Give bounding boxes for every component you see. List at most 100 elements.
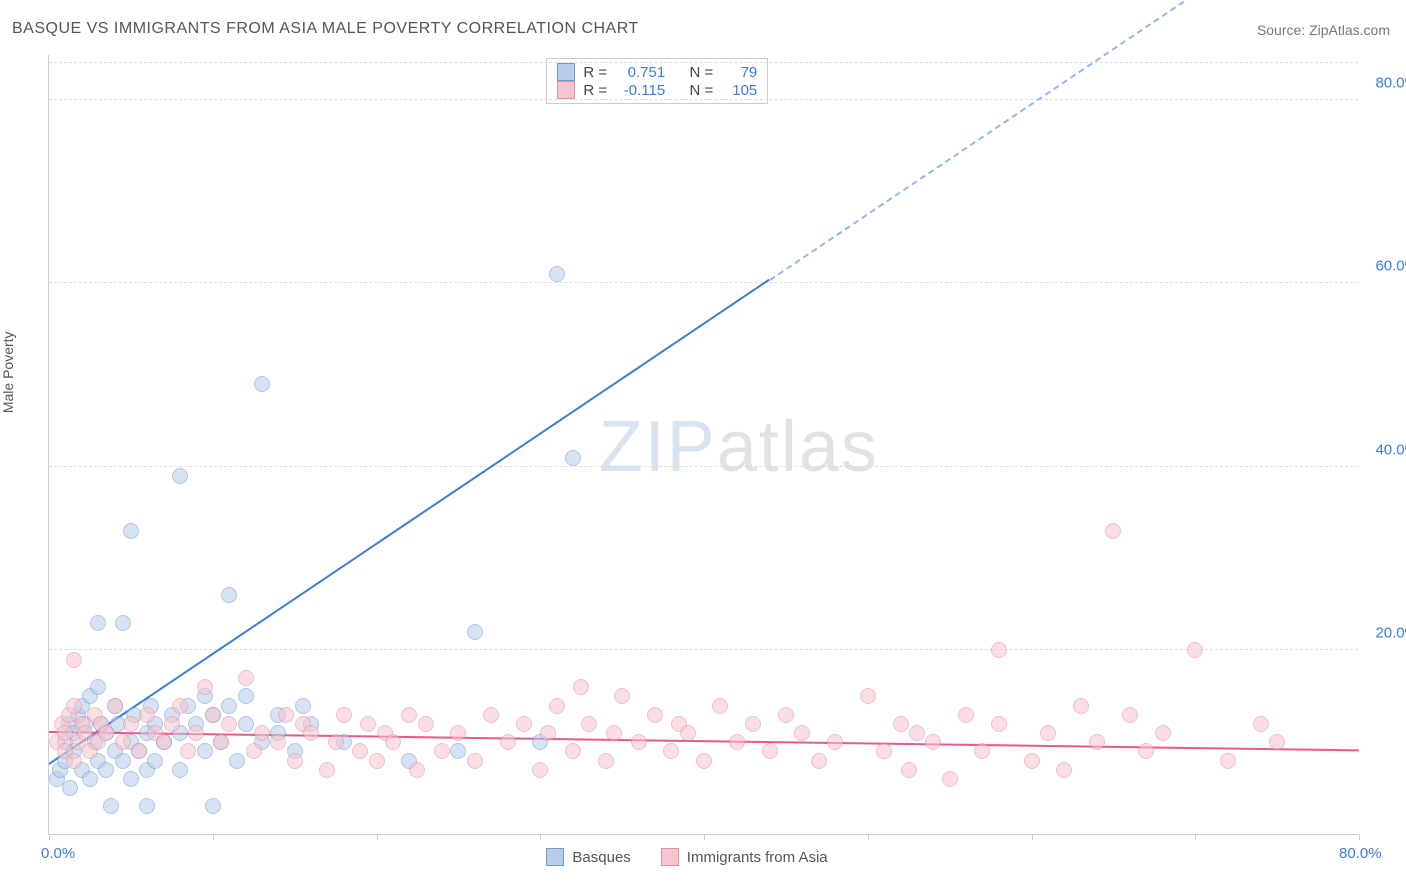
data-point — [369, 753, 385, 769]
data-point — [131, 743, 147, 759]
n-value: 79 — [721, 64, 757, 81]
legend-swatch — [546, 848, 564, 866]
trend-line — [48, 279, 770, 765]
data-point — [188, 725, 204, 741]
data-point — [1024, 753, 1040, 769]
data-point — [139, 798, 155, 814]
legend-item: Immigrants from Asia — [661, 848, 828, 866]
data-point — [107, 698, 123, 714]
data-point — [450, 743, 466, 759]
data-point — [483, 707, 499, 723]
r-label: R = — [583, 64, 607, 81]
n-label: N = — [690, 64, 714, 81]
data-point — [270, 734, 286, 750]
legend-label: Immigrants from Asia — [687, 849, 828, 866]
data-point — [147, 753, 163, 769]
data-point — [82, 771, 98, 787]
data-point — [467, 753, 483, 769]
data-point — [197, 679, 213, 695]
data-point — [450, 725, 466, 741]
data-point — [942, 771, 958, 787]
data-point — [1253, 716, 1269, 732]
data-point — [696, 753, 712, 769]
watermark: ZIPatlas — [599, 406, 879, 488]
r-value: -0.115 — [615, 82, 665, 99]
y-tick-label: 80.0% — [1375, 74, 1406, 91]
x-tick-label: 80.0% — [1339, 845, 1382, 862]
data-point — [278, 707, 294, 723]
x-tick — [704, 834, 705, 840]
data-point — [1187, 642, 1203, 658]
data-point — [1122, 707, 1138, 723]
x-tick — [377, 834, 378, 840]
data-point — [295, 698, 311, 714]
x-tick — [213, 834, 214, 840]
series-legend: BasquesImmigrants from Asia — [546, 848, 827, 866]
data-point — [90, 679, 106, 695]
data-point — [303, 725, 319, 741]
data-point — [1073, 698, 1089, 714]
data-point — [213, 734, 229, 750]
data-point — [598, 753, 614, 769]
x-tick — [540, 834, 541, 840]
data-point — [205, 798, 221, 814]
data-point — [156, 734, 172, 750]
data-point — [573, 679, 589, 695]
data-point — [778, 707, 794, 723]
data-point — [712, 698, 728, 714]
data-point — [115, 615, 131, 631]
data-point — [925, 734, 941, 750]
y-tick-label: 60.0% — [1375, 258, 1406, 275]
data-point — [434, 743, 450, 759]
data-point — [565, 743, 581, 759]
x-tick — [868, 834, 869, 840]
data-point — [238, 716, 254, 732]
source-label: Source: ZipAtlas.com — [1257, 22, 1390, 38]
correlation-legend: R =0.751 N =79R =-0.115 N =105 — [546, 58, 768, 104]
data-point — [360, 716, 376, 732]
data-point — [172, 698, 188, 714]
data-point — [581, 716, 597, 732]
data-point — [1269, 734, 1285, 750]
data-point — [385, 734, 401, 750]
data-point — [197, 743, 213, 759]
data-point — [876, 743, 892, 759]
x-tick — [1195, 834, 1196, 840]
data-point — [254, 376, 270, 392]
x-tick — [1032, 834, 1033, 840]
legend-row: R =-0.115 N =105 — [557, 81, 757, 99]
data-point — [418, 716, 434, 732]
n-value: 105 — [721, 82, 757, 99]
gridline — [49, 62, 1358, 63]
data-point — [909, 725, 925, 741]
data-point — [352, 743, 368, 759]
watermark-zip: ZIP — [599, 407, 717, 487]
data-point — [164, 716, 180, 732]
data-point — [1220, 753, 1236, 769]
data-point — [66, 698, 82, 714]
x-tick-label: 0.0% — [41, 845, 75, 862]
data-point — [62, 780, 78, 796]
data-point — [115, 753, 131, 769]
plot-area: ZIPatlas R =0.751 N =79R =-0.115 N =105 … — [48, 55, 1358, 835]
data-point — [1138, 743, 1154, 759]
data-point — [1056, 762, 1072, 778]
data-point — [762, 743, 778, 759]
data-point — [974, 743, 990, 759]
chart-container: BASQUE VS IMMIGRANTS FROM ASIA MALE POVE… — [0, 0, 1406, 892]
data-point — [123, 771, 139, 787]
data-point — [229, 753, 245, 769]
data-point — [221, 716, 237, 732]
data-point — [606, 725, 622, 741]
data-point — [991, 642, 1007, 658]
data-point — [172, 762, 188, 778]
y-tick-label: 20.0% — [1375, 625, 1406, 642]
data-point — [180, 743, 196, 759]
data-point — [811, 753, 827, 769]
data-point — [238, 688, 254, 704]
data-point — [66, 753, 82, 769]
data-point — [205, 707, 221, 723]
r-label: R = — [583, 82, 607, 99]
data-point — [409, 762, 425, 778]
data-point — [958, 707, 974, 723]
